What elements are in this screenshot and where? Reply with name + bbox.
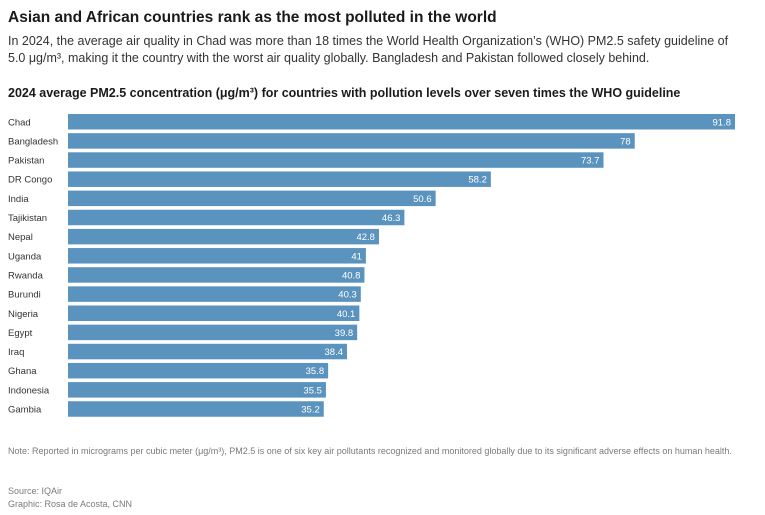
chart-subhead: In 2024, the average air quality in Chad… xyxy=(8,34,729,65)
category-label: Uganda xyxy=(8,251,42,262)
bar xyxy=(68,133,635,149)
bar xyxy=(68,228,379,245)
bar xyxy=(68,401,324,417)
category-label: Pakistan xyxy=(8,156,44,167)
value-label: 91.8 xyxy=(713,117,732,128)
category-label: India xyxy=(8,194,29,205)
value-label: 35.5 xyxy=(303,385,322,396)
bar-chart: Chad 91.8 Bangladesh 78 Pakistan 73.7 DR Congo… xyxy=(8,114,735,417)
bar xyxy=(68,114,735,130)
graphic-credit: Graphic: Rosa de Acosta, CNN xyxy=(8,499,133,509)
value-label: 39.8 xyxy=(335,328,354,339)
category-label: Nigeria xyxy=(8,309,39,320)
bar xyxy=(68,267,365,283)
value-label: 50.6 xyxy=(413,194,432,205)
source-line: Source: IQAir xyxy=(8,486,63,496)
value-label: 35.2 xyxy=(301,405,320,416)
footnote: Note: Reported in micrograms per cubic m… xyxy=(8,446,732,456)
value-label: 42.8 xyxy=(356,232,375,243)
value-label: 73.7 xyxy=(581,156,600,167)
value-label: 58.2 xyxy=(468,175,487,186)
value-label: 40.8 xyxy=(342,270,361,281)
category-label: Bangladesh xyxy=(8,136,58,147)
category-label: Rwanda xyxy=(8,270,44,281)
value-label: 35.8 xyxy=(306,366,325,377)
category-label: Tajikistan xyxy=(8,213,47,224)
value-label: 38.4 xyxy=(325,347,344,358)
bar xyxy=(68,209,405,226)
bar xyxy=(68,286,361,302)
bar xyxy=(68,324,358,341)
category-label: Egypt xyxy=(8,328,33,339)
category-label: Gambia xyxy=(8,405,42,416)
bar xyxy=(68,190,436,207)
category-label: Burundi xyxy=(8,290,41,301)
bar xyxy=(68,152,604,168)
value-label: 78 xyxy=(620,136,631,147)
bar xyxy=(68,305,360,321)
category-label: Ghana xyxy=(8,366,37,377)
chart-headline: Asian and African countries rank as the … xyxy=(8,9,497,26)
bar xyxy=(68,343,348,360)
value-label: 40.3 xyxy=(338,290,357,301)
bar xyxy=(68,171,491,187)
bar xyxy=(68,382,326,398)
value-label: 40.1 xyxy=(337,309,356,320)
category-label: DR Congo xyxy=(8,175,52,186)
chart-title: 2024 average PM2.5 concentration (μg/m³)… xyxy=(8,86,681,100)
category-label: Indonesia xyxy=(8,385,50,396)
category-label: Chad xyxy=(8,117,31,128)
bar xyxy=(68,248,366,264)
bar xyxy=(68,362,329,379)
value-label: 46.3 xyxy=(382,213,401,224)
category-label: Iraq xyxy=(8,347,24,358)
category-label: Nepal xyxy=(8,232,33,243)
value-label: 41 xyxy=(351,251,362,262)
